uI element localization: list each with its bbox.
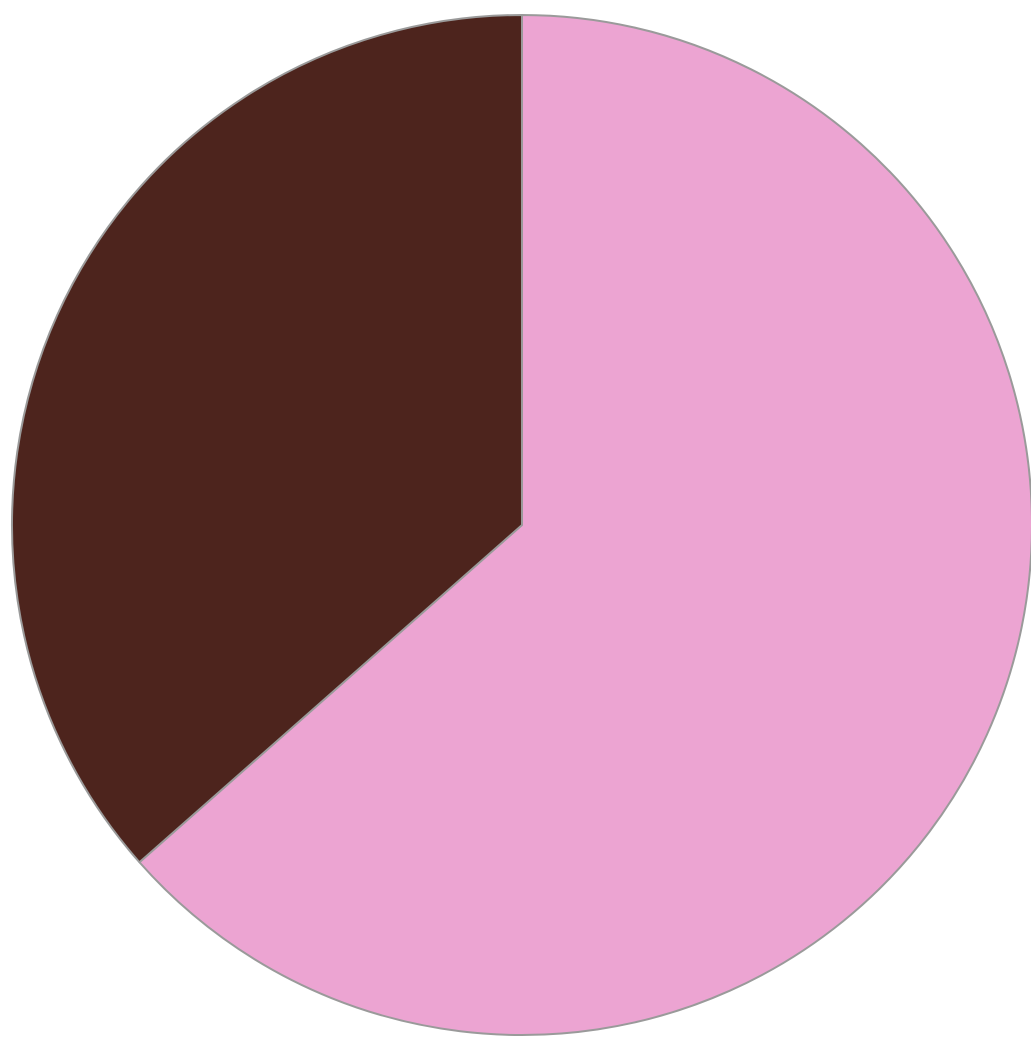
pie-slices <box>11 14 1031 1036</box>
pie-slice-1 <box>138 14 1031 1036</box>
pie-slice-2 <box>11 14 523 864</box>
